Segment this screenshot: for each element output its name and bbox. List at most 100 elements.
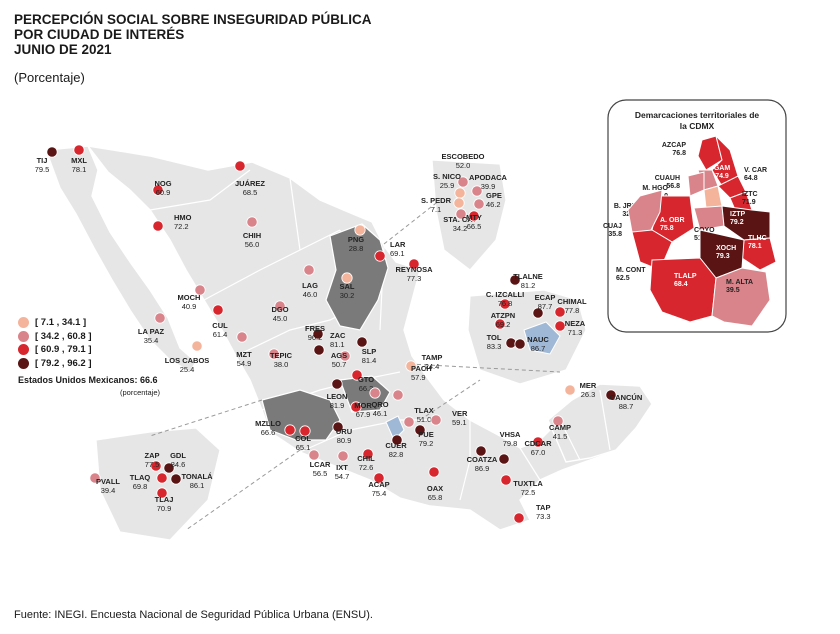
city-label: CDCAR 67.0 — [524, 439, 552, 457]
district-azcap — [697, 135, 723, 171]
city-label: ZAP 77.5 — [145, 451, 160, 469]
city-marker — [152, 184, 164, 196]
city-marker — [374, 250, 386, 262]
legend-label: [ 7.1 , 34.1 ] — [35, 317, 87, 329]
district-label: TLHC 78.1 — [748, 235, 767, 250]
city-marker — [170, 473, 182, 485]
legend-label: [ 79.2 , 96.2 ] — [35, 357, 92, 369]
city-label: COL 65.1 — [295, 434, 311, 452]
city-value: 38.0 — [274, 360, 289, 369]
city-label: PVALL 39.4 — [96, 477, 120, 495]
district-label: AZCAP 76.8 — [662, 142, 686, 157]
state-border — [299, 419, 430, 453]
city-marker — [191, 340, 203, 352]
city-name: CHIMAL — [557, 297, 587, 306]
city-value: 88.7 — [619, 402, 634, 411]
city-value: 46.2 — [486, 200, 501, 209]
city-label: C. IZCALLI 76.8 — [486, 290, 524, 308]
city-name: CANCÚN — [610, 393, 643, 402]
city-marker — [532, 436, 544, 448]
legend-item: [ 79.2 , 96.2 ] — [18, 357, 92, 371]
district-name: CUAUH — [655, 175, 680, 182]
national-total: Estados Unidos Mexicanos: 66.6 (porcenta… — [18, 375, 160, 397]
district-name: TLHC — [748, 235, 767, 242]
city-marker — [498, 453, 510, 465]
city-label: NEZA 71.3 — [565, 319, 586, 337]
inset-connector — [419, 379, 481, 421]
city-marker — [341, 272, 353, 284]
city-label: STA. CAT 34.2 — [443, 215, 477, 233]
city-marker — [554, 320, 566, 332]
city-name: S. NICO — [433, 172, 461, 181]
city-label: NOG 60.9 — [154, 179, 171, 197]
city-name: TAP — [536, 503, 550, 512]
city-marker — [150, 460, 162, 472]
city-name: CHIL — [357, 454, 375, 463]
title-line-3: JUNIO DE 2021 — [14, 42, 112, 57]
city-label: ACAP 75.4 — [368, 480, 389, 498]
city-marker — [532, 307, 544, 319]
district-value: 79.3 — [716, 253, 730, 260]
city-value: 69.2 — [496, 320, 511, 329]
city-value: 78.1 — [72, 165, 87, 174]
city-label: LAR 69.1 — [390, 240, 406, 258]
city-name: CUL — [212, 321, 228, 330]
city-marker — [312, 328, 324, 340]
city-label: TAMP 24.4 — [422, 353, 443, 371]
source-note: Fuente: INEGI. Encuesta Nacional de Segu… — [14, 609, 373, 621]
city-label: JUÁREZ 68.5 — [235, 179, 265, 197]
city-name: VER — [452, 409, 468, 418]
district-name: GAM — [714, 165, 731, 172]
city-label: ECAP 87.7 — [535, 293, 556, 311]
city-marker — [351, 369, 363, 381]
city-name: C. IZCALLI — [486, 290, 524, 299]
city-label: CHIH 56.0 — [243, 231, 261, 249]
city-marker — [268, 348, 280, 360]
city-label: VHSA 79.8 — [500, 430, 521, 448]
city-name: TAMP — [422, 353, 443, 362]
state-border — [149, 169, 251, 211]
city-marker — [152, 220, 164, 232]
city-value: 25.9 — [440, 181, 455, 190]
city-name: PACH — [411, 364, 432, 373]
city-marker — [354, 224, 366, 236]
legend-swatch — [18, 317, 29, 329]
city-label: MER 26.3 — [580, 381, 597, 399]
city-name: GDL — [170, 451, 186, 460]
city-name: MZLLO — [255, 419, 281, 428]
legend-item: [ 7.1 , 34.1 ] — [18, 316, 92, 330]
city-name: TLAJ — [155, 495, 174, 504]
city-marker — [513, 512, 525, 524]
city-marker — [236, 331, 248, 343]
city-label: CAMP 41.5 — [549, 423, 571, 441]
legend-swatch — [18, 330, 29, 342]
city-name: TONALÁ — [181, 472, 213, 481]
city-value: 56.5 — [313, 469, 328, 478]
city-label: LAG 46.0 — [302, 281, 318, 299]
city-label: TAP 73.3 — [536, 503, 551, 521]
city-label: QRO 46.1 — [371, 400, 388, 418]
city-marker — [552, 415, 564, 427]
city-label: OAX 65.8 — [427, 484, 443, 502]
city-label: TLAQ 69.8 — [130, 473, 151, 491]
city-label: TONALÁ 86.1 — [181, 472, 213, 490]
city-value: 71.3 — [568, 328, 583, 337]
city-marker — [234, 160, 246, 172]
city-label: NAUC 86.7 — [527, 335, 549, 353]
city-name: LAR — [390, 240, 406, 249]
city-label: PUE 79.2 — [418, 430, 433, 448]
district-name: IZTP — [730, 211, 745, 218]
city-value: 77.8 — [565, 306, 580, 315]
city-value: 52.0 — [456, 161, 471, 170]
city-label: CHIL 72.6 — [357, 454, 375, 472]
district-label: GAM 74.9 — [714, 165, 731, 180]
city-name: TLAX — [414, 406, 434, 415]
city-value: 86.1 — [190, 481, 205, 490]
city-value: 40.9 — [182, 302, 197, 311]
city-name: TLALNE — [513, 272, 543, 281]
national-note: (porcentaje) — [120, 388, 161, 397]
city-name: MTY — [466, 213, 482, 222]
inset-connectors — [149, 199, 561, 531]
city-marker — [299, 425, 311, 437]
city-value: 69.8 — [133, 482, 148, 491]
